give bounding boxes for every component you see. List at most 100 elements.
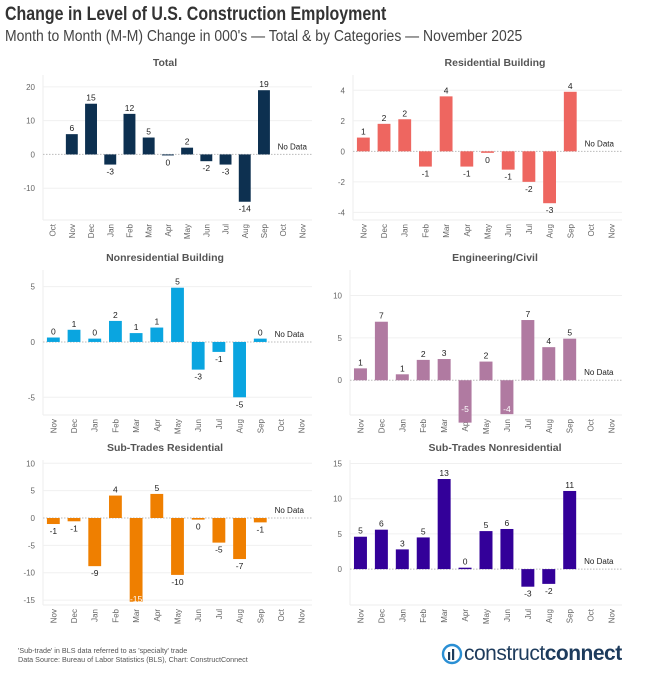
data-label: -4: [503, 404, 511, 414]
y-tick-label: 0: [31, 338, 36, 347]
data-label: -7: [236, 561, 244, 571]
x-tick-label: Jan: [91, 419, 100, 432]
x-tick-label: Nov: [49, 419, 58, 433]
data-label: -14: [239, 204, 252, 214]
x-tick-label: May: [183, 224, 192, 239]
y-tick-label: 10: [26, 117, 35, 126]
bar: [481, 151, 494, 153]
x-tick-label: Mar: [442, 224, 451, 238]
x-tick-label: May: [484, 224, 493, 239]
x-tick-label: Dec: [380, 224, 389, 238]
footer-source: Data Source: Bureau of Labor Statistics …: [18, 655, 248, 664]
x-tick-label: Nov: [356, 419, 365, 433]
data-label: 0: [92, 328, 97, 338]
data-label: 5: [421, 526, 426, 536]
data-label: -1: [504, 172, 512, 182]
x-tick-label: Oct: [277, 608, 286, 621]
bar: [161, 154, 174, 156]
x-tick-label: Mar: [440, 609, 449, 623]
y-tick-label: 10: [333, 291, 342, 300]
bar: [109, 495, 122, 518]
bar: [356, 137, 370, 152]
data-label: 2: [185, 137, 190, 147]
x-tick-label: Aug: [241, 224, 250, 238]
x-tick-label: Feb: [421, 223, 430, 237]
data-label: 3: [442, 348, 447, 358]
bar: [212, 518, 226, 543]
chart-title: Engineering/Civil: [452, 252, 538, 264]
data-label: 4: [444, 85, 449, 95]
x-tick-label: Oct: [49, 223, 58, 236]
data-label: -2: [545, 586, 553, 596]
x-tick-label: Aug: [546, 224, 555, 238]
logo-mark-icon: [441, 643, 463, 665]
bar: [458, 380, 472, 423]
data-label: -9: [91, 568, 99, 578]
x-tick-label: Jun: [504, 224, 513, 237]
x-tick-label: Nov: [608, 419, 617, 433]
x-tick-label: Nov: [608, 224, 617, 238]
data-label: 0: [485, 155, 490, 165]
bar: [542, 347, 556, 381]
data-label: 12: [125, 103, 135, 113]
bar: [253, 518, 267, 523]
y-tick-label: 0: [31, 150, 36, 159]
x-tick-label: Jan: [398, 419, 407, 432]
footer-note: 'Sub-trade' in BLS data referred to as '…: [18, 646, 188, 655]
y-tick-label: 4: [341, 86, 346, 95]
y-tick-label: -5: [28, 541, 36, 550]
x-tick-label: Apr: [463, 224, 472, 237]
data-label: 0: [463, 557, 468, 567]
y-tick-label: 10: [26, 459, 35, 468]
constructconnect-logo: construct connect: [440, 641, 622, 667]
bar: [123, 113, 136, 155]
x-tick-label: Jun: [503, 609, 512, 622]
x-tick-label: Nov: [49, 609, 58, 623]
chart-plot: 15 10 5 0 Nov 5 Dec 6 Jan 3 Feb 5 Mar 13 Apr 0 May 5 Jun 6 J…: [333, 460, 622, 624]
chart-title: Total: [152, 57, 178, 69]
data-label: 1: [361, 127, 366, 137]
x-tick-label: Apr: [153, 419, 162, 432]
bar: [258, 90, 270, 155]
x-tick-label: Oct: [587, 418, 596, 431]
data-label: -2: [525, 184, 533, 194]
bar: [542, 569, 556, 584]
data-label: 4: [546, 336, 551, 346]
x-tick-label: Nov: [298, 609, 307, 623]
chart-plot: 20 10 0 -10 Oct Nov 6 Dec 15 Jan -3 Feb 12 Mar 5 Apr 0 Ma…: [23, 75, 312, 239]
x-tick-label: Nov: [298, 419, 307, 433]
data-label: 19: [259, 79, 269, 89]
no-data-label: No Data: [275, 330, 305, 339]
chart-sub-trades-residential: Sub-Trades Residential 10 5 0 -5 -10 -15 Nov -1…: [0, 440, 330, 635]
data-label: 2: [421, 349, 426, 359]
bar: [142, 137, 155, 155]
chart-title: Sub-Trades Residential: [106, 442, 224, 454]
x-tick-label: Mar: [440, 419, 449, 433]
y-tick-label: -2: [338, 178, 346, 187]
bar: [521, 569, 535, 587]
data-label: -5: [215, 545, 223, 555]
data-label: -3: [546, 205, 554, 215]
bar: [219, 154, 232, 165]
chart-nonresidential-building: Nonresidential Building 5 0 -5 Nov 0 Dec 1 Jan 0…: [0, 250, 330, 445]
no-data-label: No Data: [275, 506, 305, 515]
x-tick-label: Aug: [545, 419, 554, 433]
x-tick-label: May: [174, 419, 183, 434]
x-tick-label: Dec: [87, 224, 96, 238]
data-label: 15: [86, 93, 96, 103]
chart-plot: 10 5 0 Nov 1 Dec 7 Jan 1 Feb 2 Mar 3 Apr -5 May 2 Jun -4 Ju…: [333, 270, 622, 434]
chart-plot: 4 2 0 -2 -4 Nov 1 Dec 2 Jan 2 Feb -1 Mar 4 Apr -1 May 0 Jun…: [338, 75, 622, 239]
bar: [437, 359, 451, 381]
x-tick-label: Aug: [236, 609, 245, 623]
chart-sub-trades-nonresidential: Sub-Trades Nonresidential 15 10 5 0 Nov 5 Dec 6…: [330, 440, 660, 635]
bar: [479, 361, 493, 381]
data-label: 5: [146, 127, 151, 137]
bar: [374, 529, 388, 570]
bar: [129, 518, 143, 602]
bar: [416, 537, 430, 570]
data-label: -1: [463, 169, 471, 179]
bar: [67, 329, 81, 342]
bar: [543, 151, 556, 204]
bar: [563, 490, 577, 570]
x-tick-label: Feb: [419, 608, 428, 622]
